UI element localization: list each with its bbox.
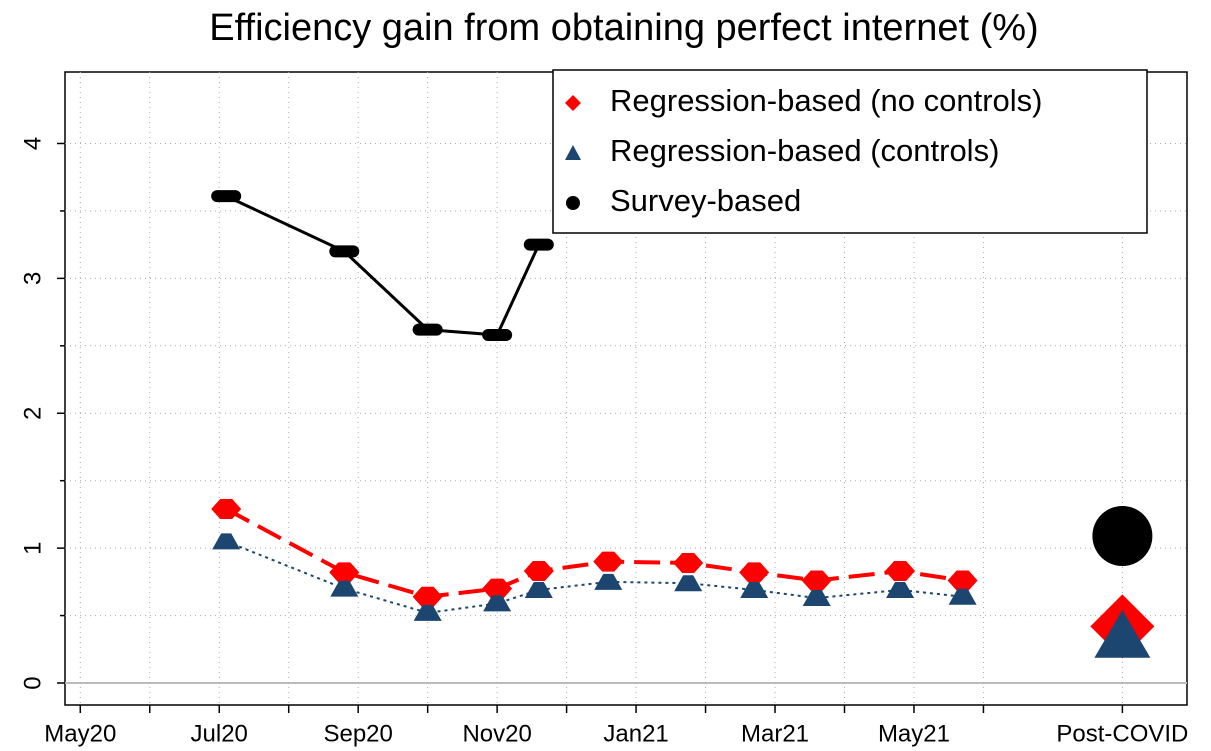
triangle-marker (674, 575, 703, 592)
x-tick-label: Jul20 (191, 720, 248, 747)
diamond-marker (523, 561, 554, 582)
x-tick-label: Jan21 (603, 720, 668, 747)
triangle-marker (886, 581, 915, 598)
diamond-marker (329, 562, 360, 583)
y-tick-label: 4 (19, 137, 46, 150)
triangle-marker (740, 581, 769, 598)
diamond-marker (412, 586, 443, 607)
legend-marker (566, 196, 580, 210)
y-tick-label: 0 (19, 676, 46, 689)
x-tick-label: May21 (878, 720, 950, 747)
triangle-marker (212, 533, 241, 550)
x-tick-label: May20 (44, 720, 116, 747)
circle-marker (412, 323, 443, 336)
x-tick-label: Post-COVID (1056, 720, 1188, 747)
diamond-marker (593, 551, 624, 572)
circle-marker (482, 329, 513, 342)
circle-marker (211, 190, 242, 203)
y-tick-label: 2 (19, 407, 46, 420)
diamond-marker (211, 499, 242, 520)
legend-frame (552, 69, 1148, 234)
legend-label: Regression-based (controls) (610, 133, 999, 168)
circle-marker (1092, 505, 1153, 566)
series-line (225, 507, 963, 599)
y-tick-label: 1 (19, 541, 46, 554)
x-tick-label: Mar21 (741, 720, 809, 747)
diamond-marker (673, 552, 704, 573)
legend-label: Survey-based (610, 183, 801, 218)
triangle-marker (802, 590, 831, 607)
diamond-marker (739, 562, 770, 583)
triangle-marker (594, 573, 623, 590)
legend-marker (565, 145, 581, 160)
y-tick-label: 3 (19, 272, 46, 285)
x-tick-label: Sep20 (323, 720, 392, 747)
x-tick-label: Nov20 (462, 720, 531, 747)
diamond-marker (947, 570, 978, 591)
circle-marker (329, 245, 360, 258)
legend-marker (565, 95, 581, 111)
triangle-marker (330, 580, 359, 597)
legend: Regression-based (no controls) Regression… (552, 69, 1148, 234)
diamond-marker (885, 561, 916, 582)
triangle-marker (1094, 609, 1151, 658)
series-line (225, 194, 541, 337)
triangle-marker (524, 581, 553, 598)
triangle-marker (948, 588, 977, 605)
legend-label: Regression-based (no controls) (610, 83, 1043, 118)
triangle-marker (413, 604, 442, 621)
chart-title: Efficiency gain from obtaining perfect i… (209, 7, 1038, 49)
diamond-marker (482, 578, 513, 599)
circle-marker (523, 238, 554, 251)
diamond-marker (801, 570, 832, 591)
triangle-marker (483, 595, 512, 612)
